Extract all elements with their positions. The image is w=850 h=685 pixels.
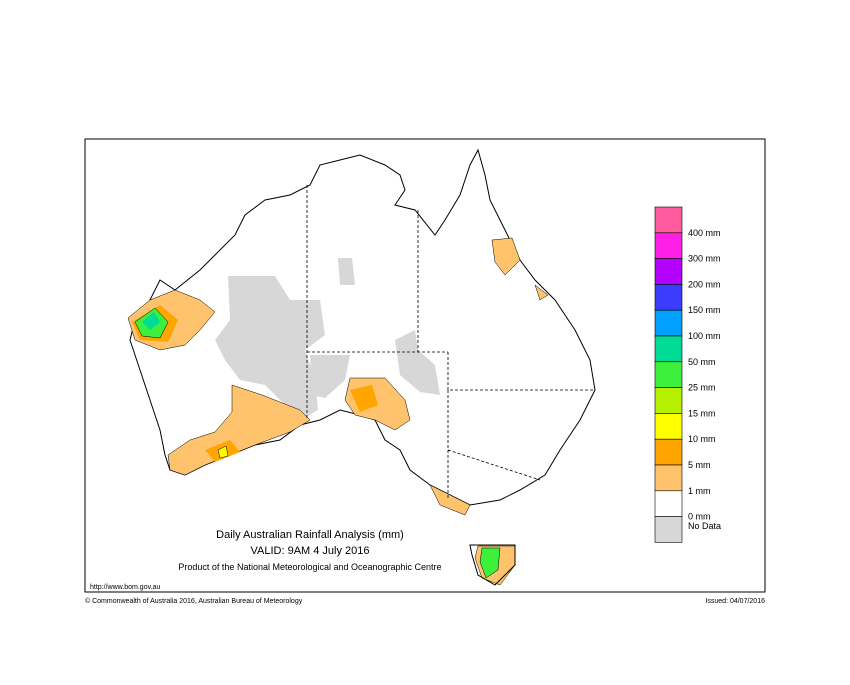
legend-swatch [654,490,683,517]
rain-25mm [134,307,501,579]
legend-label: 0 mm [688,512,711,522]
url: http://www.bom.gov.au [90,584,160,591]
legend-swatch [654,284,683,311]
australia [127,148,596,586]
copyright: © Commonwealth of Australia 2016, Austra… [85,597,303,605]
legend-swatch [654,387,683,414]
legend-label: 50 mm [688,357,716,367]
legend-label: 400 mm [688,228,721,238]
legend-swatch [654,258,683,285]
legend-swatch [654,438,683,466]
legend-swatch [654,309,683,337]
map-title: Daily Australian Rainfall Analysis (mm) [216,529,404,541]
state-borders [306,185,595,500]
rain-50mm [142,312,160,330]
legend-label: 100 mm [688,331,721,341]
legend-label: 150 mm [688,305,721,315]
legend-swatch [654,335,683,363]
legend-label: 25 mm [688,383,716,393]
legend-label: 10 mm [688,434,716,444]
rain-10mm [217,445,229,459]
legend-swatch [654,206,683,234]
legend-swatch [654,413,683,440]
legend-label: 15 mm [688,408,716,418]
legend-label: 300 mm [688,254,721,264]
legend-label: 1 mm [688,486,711,496]
legend-swatch [654,464,683,492]
legend-label: No Data [688,521,721,531]
legend-label: 200 mm [688,279,721,289]
product-note: Product of the National Meteorological a… [178,562,441,572]
legend: 400 mm 300 mm 200 mm 150 mm 100 mm 50 mm 25 mm… [654,206,721,543]
rain-1mm [127,237,549,586]
legend-swatch [654,516,683,543]
legend-swatch [654,232,683,259]
legend-swatch [654,361,683,388]
legend-label: 5 mm [688,460,711,470]
no-data-area [215,258,440,420]
issued-date: Issued: 04/07/2016 [705,598,765,605]
valid-time: VALID: 9AM 4 July 2016 [250,545,369,557]
tasmania [469,544,516,586]
